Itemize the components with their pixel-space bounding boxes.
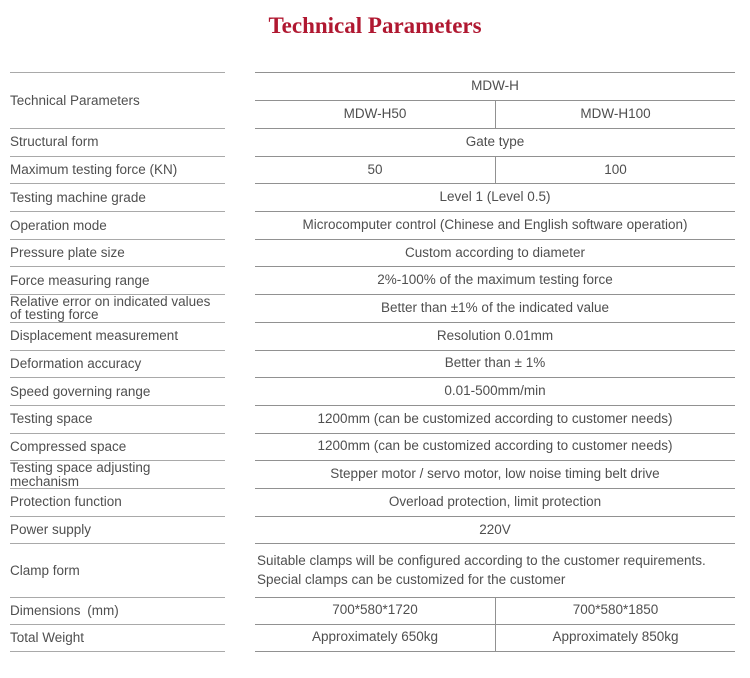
- spec-table: Technical Parameters Structural form Max…: [10, 72, 735, 652]
- spec-row-label-adjusting-mechanism: Testing space adjusting mechanism: [10, 461, 225, 489]
- spec-value-power-supply: 220V: [255, 517, 735, 545]
- spec-value-deformation-accuracy: Better than ± 1%: [255, 351, 735, 379]
- spec-value-relative-error: Better than ±1% of the indicated value: [255, 295, 735, 323]
- spec-row-label-total-weight: Total Weight: [10, 625, 225, 652]
- spec-row-label-structural-form: Structural form: [10, 129, 225, 157]
- spec-label-column: Technical Parameters Structural form Max…: [10, 72, 225, 652]
- spec-value-displacement-measurement: Resolution 0.01mm: [255, 323, 735, 351]
- spec-value-total-weight-a: Approximately 650kg: [311, 629, 439, 645]
- spec-value-clamp-form: Suitable clamps will be configured accor…: [255, 544, 735, 598]
- spec-value-speed-governing-range: 0.01-500mm/min: [255, 378, 735, 406]
- spec-value-dimensions: 700*580*1720 700*580*1850: [255, 597, 735, 625]
- spec-header-model-a: MDW-H50: [343, 106, 407, 122]
- spec-row-label-speed-governing-range: Speed governing range: [10, 378, 225, 406]
- spec-value-max-testing-force-b: 100: [495, 156, 735, 184]
- spec-value-total-weight-b: Approximately 850kg: [495, 624, 735, 651]
- spec-header-series: MDW-H: [255, 73, 735, 101]
- spec-value-max-testing-force: 50 100: [255, 156, 735, 185]
- spec-row-label-testing-space: Testing space: [10, 406, 225, 434]
- spec-value-pressure-plate-size: Custom according to diameter: [255, 240, 735, 268]
- spec-row-label-relative-error: Relative error on indicated values of te…: [10, 294, 225, 323]
- spec-row-label-pressure-plate-size: Pressure plate size: [10, 240, 225, 268]
- spec-row-label-max-testing-force: Maximum testing force (KN): [10, 157, 225, 185]
- spec-row-label-compressed-space: Compressed space: [10, 434, 225, 462]
- spec-header-models: MDW-H50 MDW-H100: [255, 101, 735, 129]
- page-title: Technical Parameters: [268, 13, 482, 38]
- spec-value-compressed-space: 1200mm (can be customized according to c…: [255, 434, 735, 462]
- spec-row-label-displacement-measurement: Displacement measurement: [10, 323, 225, 351]
- spec-value-testing-space: 1200mm (can be customized according to c…: [255, 406, 735, 434]
- spec-row-label-protection-function: Protection function: [10, 489, 225, 517]
- spec-value-dimensions-b: 700*580*1850: [495, 597, 735, 624]
- spec-value-max-testing-force-a: 50: [367, 161, 383, 177]
- spec-row-label-machine-grade: Testing machine grade: [10, 184, 225, 213]
- spec-value-protection-function: Overload protection, limit protection: [255, 489, 735, 517]
- spec-header-label: Technical Parameters: [10, 73, 225, 129]
- spec-row-label-dimensions: Dimensions (mm): [10, 598, 225, 625]
- spec-row-label-power-supply: Power supply: [10, 517, 225, 545]
- spec-value-column: MDW-H MDW-H50 MDW-H100 Gate type 50 100 …: [255, 72, 735, 652]
- spec-row-label-operation-mode: Operation mode: [10, 212, 225, 240]
- spec-row-label-force-measuring-range: Force measuring range: [10, 267, 225, 296]
- spec-value-structural-form: Gate type: [255, 129, 735, 157]
- spec-value-total-weight: Approximately 650kg Approximately 850kg: [255, 624, 735, 652]
- spec-value-dimensions-a: 700*580*1720: [332, 602, 418, 618]
- spec-value-adjusting-mechanism: Stepper motor / servo motor, low noise t…: [255, 461, 735, 489]
- spec-value-force-measuring-range: 2%-100% of the maximum testing force: [255, 267, 735, 296]
- spec-row-label-clamp-form: Clamp form: [10, 544, 225, 598]
- spec-header-model-b: MDW-H100: [495, 101, 735, 128]
- spec-value-machine-grade: Level 1 (Level 0.5): [255, 184, 735, 213]
- spec-value-operation-mode: Microcomputer control (Chinese and Engli…: [255, 212, 735, 240]
- spec-row-label-deformation-accuracy: Deformation accuracy: [10, 351, 225, 379]
